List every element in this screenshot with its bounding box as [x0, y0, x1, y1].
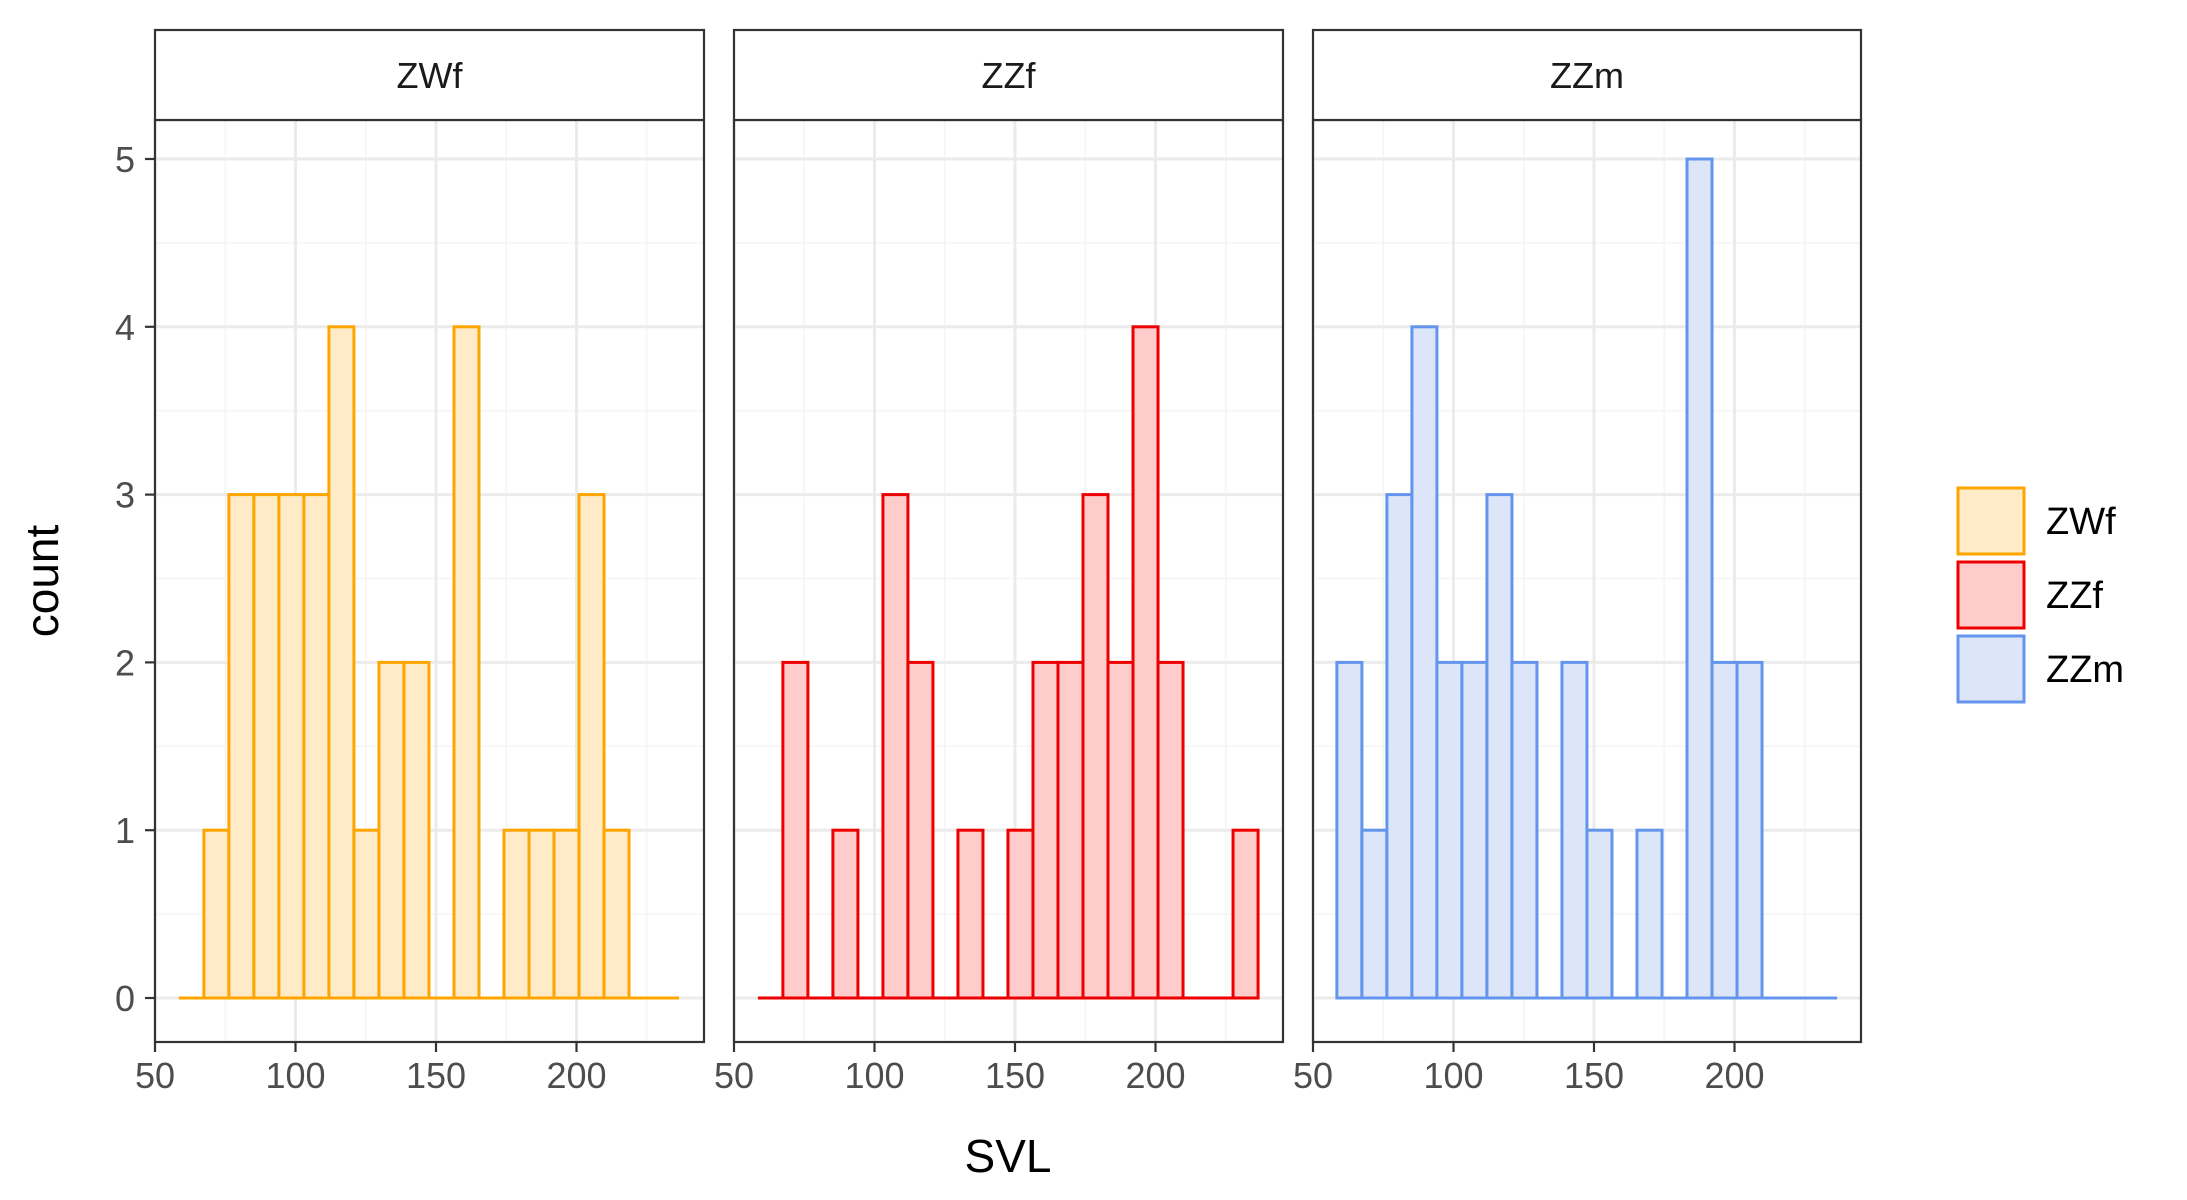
facet-strip: [1311, 28, 1863, 122]
x-tick-label: 200: [1704, 1055, 1764, 1096]
histogram-bar: [1485, 493, 1514, 1000]
facet-strip: [153, 28, 706, 122]
x-tick-label: 100: [265, 1055, 325, 1096]
x-tick-label: 50: [1293, 1055, 1333, 1096]
legend-label-zzf: ZZf: [2046, 575, 2103, 617]
histogram-bar: [1585, 828, 1614, 1000]
x-tick-label: 150: [1564, 1055, 1624, 1096]
histogram-bar: [1335, 660, 1364, 1000]
histogram-bar: [327, 325, 356, 1000]
x-tick-label: 50: [714, 1055, 754, 1096]
histogram-bar: [1635, 828, 1664, 1000]
histogram-bar: [252, 493, 281, 1000]
x-tick-label: 100: [844, 1055, 904, 1096]
histogram-bar: [1106, 660, 1135, 1000]
histogram-bar: [1056, 660, 1085, 1000]
x-tick-label: 200: [1125, 1055, 1185, 1096]
histogram-bar: [1685, 157, 1714, 1000]
facet-panel-zzf: ZZf 50 100 150 200: [714, 28, 1285, 1096]
histogram-bar: [1410, 325, 1439, 1000]
y-tick-label: 4: [115, 307, 135, 348]
legend-label-zzm: ZZm: [2046, 649, 2124, 691]
legend-key-zzf: [1956, 560, 2026, 630]
histogram-bar: [402, 660, 431, 1000]
histogram-bar: [1560, 660, 1589, 1000]
histogram-bar: [956, 828, 985, 1000]
histogram-bar: [277, 493, 306, 1000]
histogram-bar: [906, 660, 935, 1000]
histogram-bar: [1735, 660, 1764, 1000]
y-tick-label: 3: [115, 475, 135, 516]
x-tick-label: 150: [985, 1055, 1045, 1096]
histogram-bar: [1081, 493, 1110, 1000]
histogram-bar: [527, 828, 556, 1000]
x-tick-label: 100: [1423, 1055, 1483, 1096]
y-tick-label: 2: [115, 642, 135, 683]
histogram-bar: [1385, 493, 1414, 1000]
histogram-bar: [602, 828, 631, 1000]
histogram-bar: [1435, 660, 1464, 1000]
facet-panel-zzm: ZZm 50 100 150 200: [1293, 28, 1863, 1096]
histogram-bars: [757, 325, 1260, 1000]
y-axis-title: count: [16, 525, 68, 638]
facet-strip-label: ZZf: [982, 55, 1037, 96]
legend-label-zwf: ZWf: [2046, 501, 2116, 543]
legend-key-zwf: [1956, 486, 2026, 556]
histogram-bar: [1460, 660, 1489, 1000]
legend-key-zzm: [1956, 634, 2026, 704]
histogram-bar: [202, 828, 231, 1000]
y-tick-label: 5: [115, 139, 135, 180]
histogram-bar: [831, 828, 860, 1000]
histogram-bars: [1335, 157, 1838, 1000]
legend: ZWf ZZf ZZm: [1956, 486, 2124, 704]
histogram-bar: [1031, 660, 1060, 1000]
x-tick-label: 200: [546, 1055, 606, 1096]
histogram-bar: [302, 493, 331, 1000]
histogram-bar: [452, 325, 481, 1000]
facet-strip: [732, 28, 1285, 122]
histogram-bar: [1510, 660, 1539, 1000]
facet-strip-label: ZZm: [1550, 55, 1624, 96]
histogram-bar: [502, 828, 531, 1000]
histogram-bar: [552, 828, 581, 1000]
facet-strip-label: ZWf: [397, 55, 464, 96]
histogram-bar: [781, 660, 810, 1000]
x-axis-title: SVL: [965, 1130, 1052, 1182]
histogram-bar: [1156, 660, 1185, 1000]
y-tick-label: 1: [115, 810, 135, 851]
y-tick-label: 0: [115, 978, 135, 1019]
histogram-bar: [577, 493, 606, 1000]
x-tick-label: 50: [135, 1055, 175, 1096]
histogram-bar: [1710, 660, 1739, 1000]
histogram-bar: [227, 493, 256, 1000]
histogram-bar: [352, 828, 381, 1000]
facet-panel-zwf: ZWf 50 100 150 200 0 1 2 3 4 5: [115, 28, 706, 1096]
histogram-bar: [377, 660, 406, 1000]
histogram-bar: [881, 493, 910, 1000]
histogram-bars: [178, 325, 680, 1000]
x-tick-label: 150: [406, 1055, 466, 1096]
histogram-bar: [1360, 828, 1389, 1000]
histogram-bar: [1231, 828, 1260, 1000]
histogram-bar: [1006, 828, 1035, 1000]
histogram-bar: [1131, 325, 1160, 1000]
